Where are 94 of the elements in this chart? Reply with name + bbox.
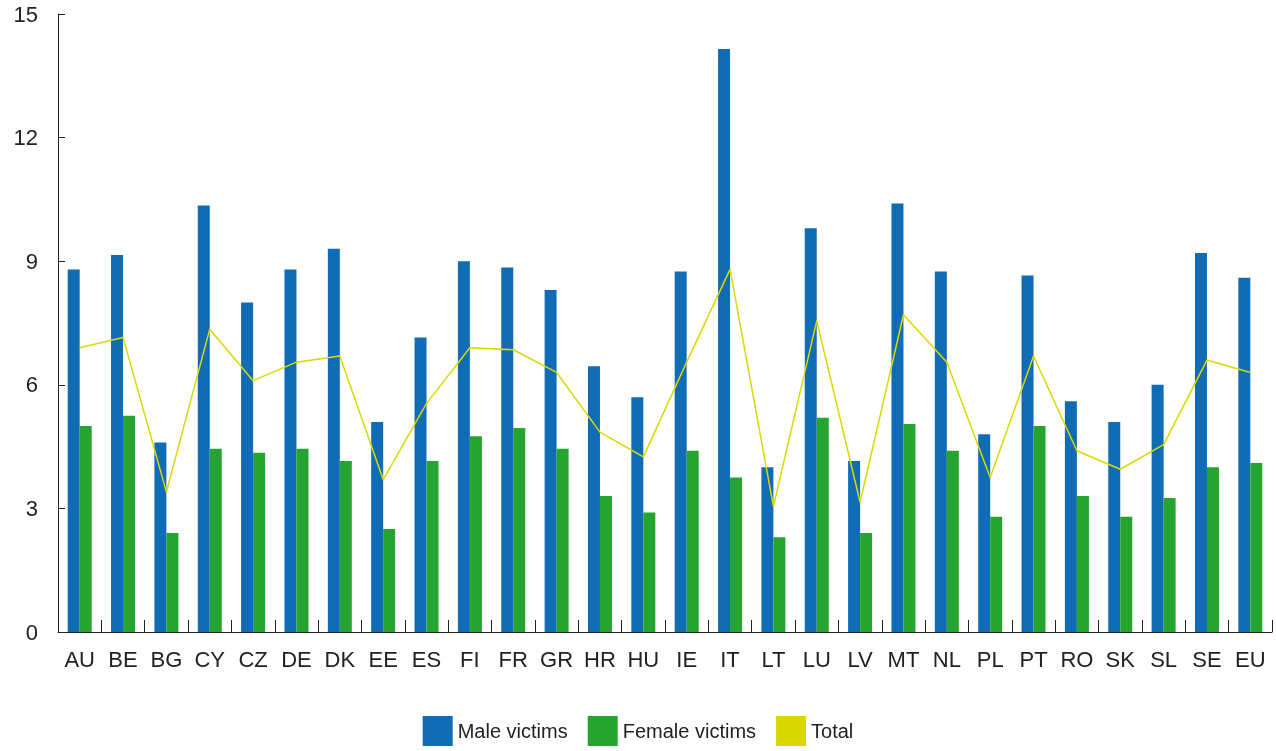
legend-label: Female victims	[622, 720, 757, 742]
y-tick-label: 12	[13, 125, 38, 151]
x-tick-label: SK	[1105, 646, 1136, 672]
bar	[197, 205, 210, 632]
x-tick-label: SE	[1192, 646, 1222, 672]
x-tick-label: FR	[498, 646, 528, 672]
bar	[513, 428, 526, 632]
bar	[934, 271, 947, 632]
bar	[556, 448, 569, 632]
bar	[501, 267, 514, 632]
bar	[544, 290, 557, 632]
bar	[1163, 498, 1176, 632]
y-tick-label: 6	[25, 372, 38, 398]
x-tick-label: CZ	[238, 646, 268, 672]
bar	[383, 529, 396, 632]
bar	[79, 426, 92, 632]
x-tick-label: GR	[540, 646, 574, 672]
x-tick-label: CY	[194, 646, 226, 672]
bar	[1151, 384, 1164, 632]
bar	[903, 423, 916, 632]
x-tick-label: DK	[324, 646, 356, 672]
bar	[457, 261, 470, 632]
y-tick-label: 15	[13, 1, 38, 27]
bar	[1238, 277, 1251, 632]
x-tick-label: EU	[1235, 646, 1266, 672]
y-tick-label: 0	[25, 619, 38, 645]
x-tick-label: LU	[802, 646, 831, 672]
bar	[1108, 421, 1121, 632]
x-tick-label: FI	[460, 646, 480, 672]
x-tick-label: LV	[847, 646, 874, 672]
bar	[253, 452, 266, 632]
bar	[643, 512, 656, 632]
x-tick-label: AU	[64, 646, 95, 672]
bar	[296, 448, 309, 632]
bar	[599, 496, 612, 632]
x-tick-label: LT	[761, 646, 786, 672]
x-tick-label: SL	[1150, 646, 1178, 672]
bar	[978, 434, 991, 632]
x-tick-label: HU	[627, 646, 660, 672]
bar	[1033, 426, 1046, 632]
x-tick-label: NL	[932, 646, 961, 672]
bar	[1076, 496, 1089, 632]
bar	[414, 337, 427, 632]
bar	[990, 516, 1003, 632]
bar	[730, 477, 743, 632]
bar	[860, 533, 873, 632]
bar	[891, 203, 904, 632]
bar	[67, 269, 80, 632]
bar	[1064, 401, 1077, 632]
bar	[1250, 463, 1263, 632]
line-series	[78, 268, 1252, 508]
bar	[1120, 516, 1133, 632]
x-tick-label: BG	[150, 646, 183, 672]
bar	[154, 442, 167, 632]
legend-label: Male victims	[457, 720, 568, 742]
y-tick-label: 9	[25, 248, 38, 274]
bar	[674, 271, 687, 632]
x-tick-label: ES	[411, 646, 442, 672]
bar	[631, 397, 644, 632]
bar	[848, 461, 861, 632]
bar	[111, 255, 124, 632]
bar	[241, 302, 254, 632]
bar	[1194, 252, 1207, 632]
x-tick-label: DE	[281, 646, 312, 672]
bar	[1206, 467, 1219, 632]
bar	[371, 421, 384, 632]
bar	[209, 448, 222, 632]
x-tick-label: PT	[1019, 646, 1048, 672]
bar	[339, 461, 352, 632]
legend-label: Total	[811, 720, 854, 742]
y-tick-label: 3	[25, 495, 38, 521]
x-tick-label: EE	[368, 646, 398, 672]
bar	[946, 450, 959, 632]
x-tick-label: MT	[887, 646, 920, 672]
bar	[587, 366, 600, 632]
bar	[718, 49, 731, 632]
x-tick-label: HR	[584, 646, 616, 672]
bar	[426, 461, 439, 632]
bar	[804, 228, 817, 632]
bar	[123, 415, 136, 632]
bar	[686, 450, 699, 632]
bar	[816, 417, 829, 632]
bar	[327, 248, 340, 632]
bar	[761, 467, 774, 632]
x-tick-label: PL	[976, 646, 1004, 672]
bar	[469, 436, 482, 632]
bar	[773, 537, 786, 632]
x-tick-label: IT	[720, 646, 740, 672]
x-tick-label: IE	[676, 646, 698, 672]
bar	[1021, 275, 1034, 632]
x-tick-label: BE	[108, 646, 138, 672]
x-tick-label: RO	[1060, 646, 1094, 672]
bar	[166, 533, 179, 632]
bar	[284, 269, 297, 632]
